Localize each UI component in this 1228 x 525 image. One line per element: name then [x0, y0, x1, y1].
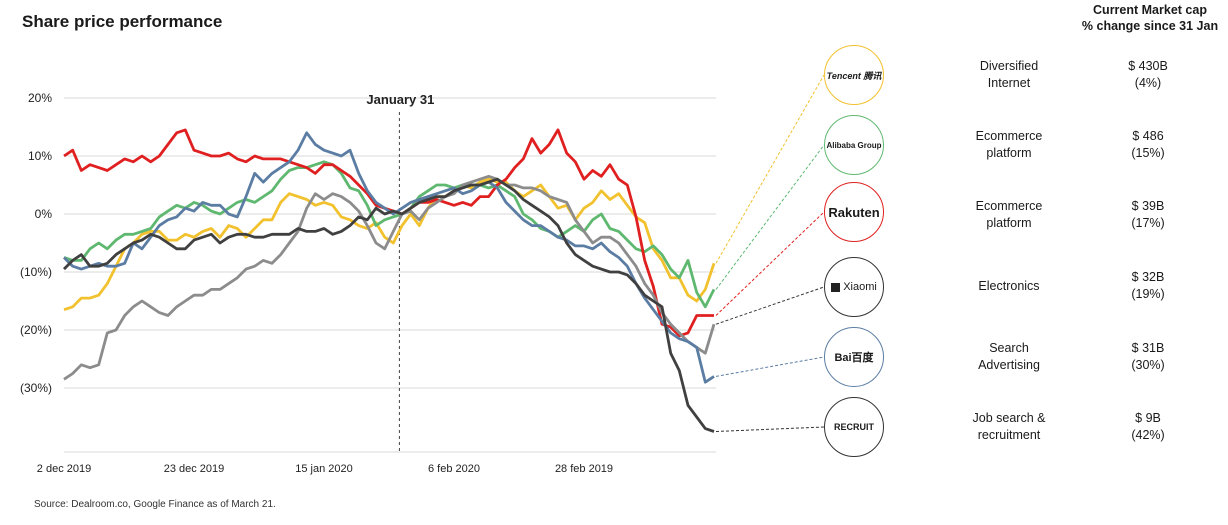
connector-rakuten [715, 211, 825, 316]
rakuten-logo: Rakuten [824, 182, 884, 242]
series-line-recruit [63, 177, 715, 433]
x-tick-label: 2 dec 2019 [37, 463, 91, 475]
rakuten-market-cap: $ 39B (17%) [1131, 199, 1165, 230]
market-cap-header-line1: Current Market cap [1093, 3, 1207, 17]
x-tick-label: 28 feb 2019 [555, 463, 613, 475]
alibaba-category: Ecommerce platform [975, 129, 1043, 160]
series-line-baidu [63, 131, 715, 384]
series-line-xiaomi [63, 174, 716, 381]
baidu-category: Search Advertising [978, 341, 1040, 372]
series-line-alibaba [63, 160, 716, 309]
x-tick-label: 6 feb 2020 [428, 463, 480, 475]
baidu-logo: Bai百度 [824, 327, 884, 387]
connector-xiaomi [715, 286, 825, 325]
y-tick-label: (10%) [20, 265, 52, 279]
tencent-category: Diversified Internet [979, 59, 1039, 90]
alibaba-logo: Alibaba Group [824, 115, 884, 175]
connector-tencent [715, 74, 825, 264]
y-tick-label: (20%) [20, 323, 52, 337]
xiaomi-market-cap: $ 32B (19%) [1131, 270, 1165, 301]
market-cap-header-line2: % change since 31 Jan [1081, 19, 1219, 33]
baidu-market-cap: $ 31B (30%) [1131, 341, 1165, 372]
market-cap-header: Current Market cap % change since 31 Jan [1080, 2, 1220, 34]
rakuten-category: Ecommerce platform [975, 199, 1043, 230]
alibaba-market-cap: $ 486 (15%) [1131, 129, 1165, 160]
y-tick-label: (30%) [20, 381, 52, 395]
y-tick-label: 0% [35, 207, 53, 221]
connector-alibaba [715, 144, 825, 290]
recruit-market-cap: $ 9B (42%) [1131, 411, 1165, 442]
tencent-market-cap: $ 430B (4%) [1128, 59, 1168, 90]
xiaomi-category: Electronics [978, 279, 1040, 293]
y-tick-label: 20% [28, 91, 52, 105]
x-tick-label: 15 jan 2020 [295, 463, 353, 475]
xiaomi-mi-icon [831, 282, 841, 292]
annotation-label: January 31 [366, 92, 434, 107]
connector-baidu [715, 356, 825, 377]
y-tick-label: 10% [28, 149, 52, 163]
tencent-logo: Tencent 腾讯 [824, 45, 884, 105]
recruit-category: Job search & recruitment [972, 411, 1046, 442]
recruit-logo: RECRUIT [824, 397, 884, 457]
chart-title: Share price performance [22, 12, 223, 31]
source-note: Source: Dealroom.co, Google Finance as o… [34, 499, 276, 510]
x-tick-label: 23 dec 2019 [164, 463, 225, 475]
series-line-tencent [63, 177, 716, 312]
connector-recruit [715, 426, 825, 432]
xiaomi-logo: Xiaomi [824, 257, 884, 317]
